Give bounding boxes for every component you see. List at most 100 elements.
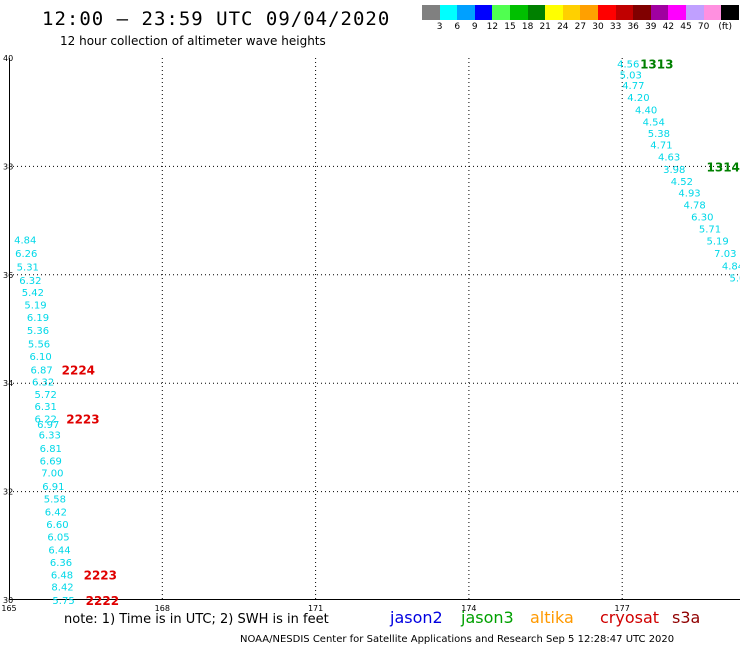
- swh-value-label: 7.00: [41, 469, 63, 480]
- swh-value-label: 4.56: [617, 59, 639, 70]
- color-scale-legend: [422, 5, 739, 20]
- swh-value-label: 5.71: [699, 225, 721, 236]
- units-note: note: 1) Time is in UTC; 2) SWH is in fe…: [64, 612, 329, 627]
- lat-tick-label: 36: [3, 271, 13, 280]
- lat-tick-label: 34: [3, 379, 13, 388]
- swh-value-label: 6.05: [47, 533, 69, 544]
- map-title: 12:00 – 23:59 UTC 09/04/2020: [42, 8, 391, 30]
- swh-value-label: 4.84: [14, 236, 36, 247]
- legend-label: 3: [436, 22, 443, 32]
- swh-value-label: 5.72: [35, 390, 57, 401]
- swh-value-label: 6.30: [691, 212, 713, 223]
- swh-value-label: 5.36: [27, 326, 49, 337]
- swh-value-label: 6.36: [50, 558, 72, 569]
- satellite-legend-s3a: s3a: [672, 608, 701, 627]
- swh-value-label: 6.22: [35, 414, 57, 425]
- lon-tick-label: 165: [1, 604, 16, 613]
- swh-value-label: 6.44: [48, 546, 70, 557]
- lat-tick-label: 32: [3, 488, 13, 497]
- lat-tick-label: 40: [3, 54, 13, 63]
- pass-time-label: 1314: [707, 160, 740, 174]
- legend-swatch: [492, 5, 510, 20]
- swh-value-label: 5.56: [28, 340, 50, 351]
- legend-label: 24: [557, 22, 569, 32]
- legend-swatch: [562, 5, 581, 20]
- track-east-track: 4.565.034.774.204.404.545.384.714.633.98…: [617, 57, 740, 284]
- swh-value-label: 5.31: [17, 263, 39, 274]
- track-west-track: 4.846.265.316.325.425.196.195.365.566.10…: [14, 236, 119, 608]
- legend-swatch: [580, 5, 598, 20]
- swh-value-label: 6.42: [45, 508, 67, 519]
- swh-value-label: 5.75: [52, 596, 74, 607]
- swh-value-label: 4.20: [627, 93, 649, 104]
- legend-swatch: [721, 5, 739, 20]
- legend-swatch: [422, 5, 440, 20]
- swh-value-label: 5.19: [707, 237, 729, 248]
- lon-tick-label: 177: [615, 604, 630, 613]
- pass-time-label: 1313: [640, 57, 673, 71]
- legend-label: 9: [471, 22, 478, 32]
- swh-value-label: 5.38: [648, 129, 670, 140]
- swh-value-label: 4.54: [643, 117, 665, 128]
- swh-value-label: 6.33: [39, 431, 61, 442]
- legend-swatch: [685, 5, 704, 20]
- plot-area: 40 38 36 34 32 30 165 168 171 174 177 4.56 5.03 4.77 4…: [1, 54, 740, 613]
- swh-value-label: 6.97: [37, 420, 59, 431]
- legend-swatch: [703, 5, 722, 20]
- lat-tick-label: 38: [3, 162, 13, 171]
- pass-time-label: 2223: [84, 569, 117, 583]
- satellite-legend-altika: altika: [530, 608, 574, 627]
- legend-label: 45: [680, 22, 692, 32]
- swh-value-label: 6.31: [35, 402, 57, 413]
- legend-label: 42: [662, 22, 675, 32]
- swh-value-label: 4.78: [684, 200, 706, 211]
- legend-swatch: [633, 5, 651, 20]
- swh-value-label: 8.42: [51, 582, 73, 593]
- pass-time-label: 2224: [62, 364, 95, 378]
- legend-swatch: [439, 5, 458, 20]
- swh-value-label: 6.81: [40, 444, 62, 455]
- color-scale-labels: 3 6 9 12 15 18 21 24 27 30 33 36 39 42 45 70 (ft): [422, 22, 740, 34]
- swh-value-label: 6.32: [32, 378, 54, 389]
- legend-label: 18: [521, 22, 534, 32]
- legend-swatch: [474, 5, 493, 20]
- satellite-legend-jason3: jason3: [461, 608, 514, 627]
- swh-value-label: 5.04: [730, 274, 740, 285]
- swh-value-label: 6.26: [15, 249, 37, 260]
- swh-value-label: 5.19: [24, 301, 46, 312]
- legend-label: (ft): [718, 22, 732, 32]
- legend-label: 27: [574, 22, 587, 32]
- legend-label: 15: [504, 22, 516, 32]
- legend-swatch: [615, 5, 634, 20]
- swh-value-label: 6.87: [30, 366, 52, 377]
- lon-tick-label: 171: [308, 604, 323, 613]
- legend-swatch: [545, 5, 563, 20]
- swh-value-label: 6.48: [51, 571, 73, 582]
- legend-label: 70: [697, 22, 710, 32]
- swh-value-label: 4.40: [635, 105, 657, 116]
- legend-swatch: [597, 5, 616, 20]
- swh-value-label: 5.58: [44, 495, 66, 506]
- swh-value-label: 6.10: [29, 352, 51, 363]
- legend-label: 6: [454, 22, 461, 32]
- swh-value-label: 6.91: [42, 482, 64, 493]
- swh-value-label: 3.98: [663, 165, 685, 176]
- satellite-legend-jason2: jason2: [390, 608, 443, 627]
- legend-label: 36: [627, 22, 639, 32]
- pass-time-label: 2223: [66, 412, 99, 426]
- lon-tick-label: 168: [155, 604, 170, 613]
- legend-swatch: [668, 5, 686, 20]
- pass-time-label: 2222: [86, 594, 119, 608]
- map-subtitle: 12 hour collection of altimeter wave hei…: [60, 34, 326, 48]
- legend-label: 33: [609, 22, 622, 32]
- legend-swatch: [650, 5, 669, 20]
- legend-label: 39: [645, 22, 657, 32]
- legend-swatch: [509, 5, 528, 20]
- lon-tick-label: 174: [461, 604, 476, 613]
- swh-value-label: 5.42: [22, 288, 44, 299]
- legend-swatch: [457, 5, 475, 20]
- swh-value-label: 6.60: [46, 520, 68, 531]
- swh-value-label: 6.69: [40, 457, 62, 468]
- swh-value-label: 5.03: [620, 70, 642, 81]
